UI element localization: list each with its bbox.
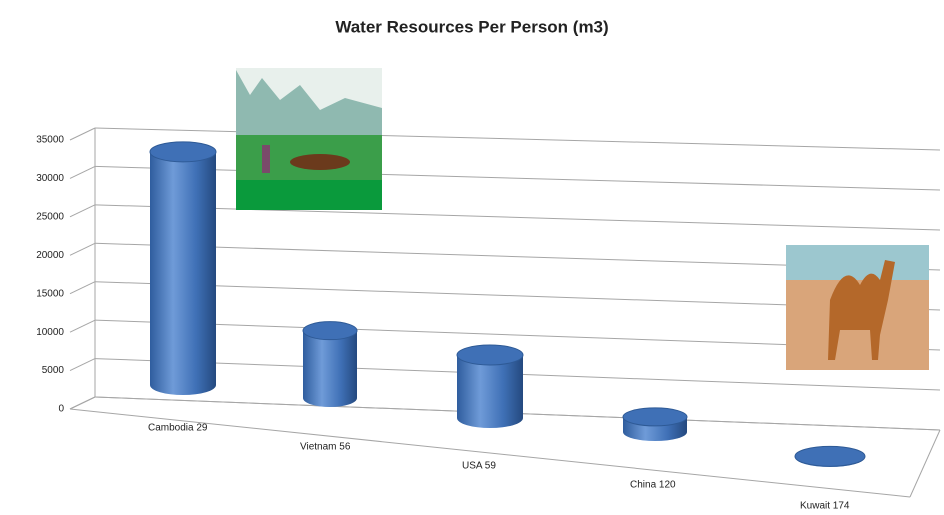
tick-mark (69, 204, 96, 218)
grid-line (94, 204, 941, 231)
x-tick-label: Vietnam 56 (300, 442, 351, 453)
cylinder-top (794, 445, 866, 467)
x-tick-label: Kuwait 174 (800, 501, 850, 512)
cylinder-top (622, 407, 688, 427)
y-tick-label: 15000 (36, 288, 64, 299)
chart-title: Water Resources Per Person (m3) (335, 17, 608, 36)
x-tick-label: China 120 (630, 480, 676, 491)
cylinder (150, 151, 216, 395)
cylinder (303, 330, 357, 407)
tick-mark (69, 319, 96, 333)
y-tick-label: 5000 (42, 365, 65, 376)
tick-mark (69, 396, 96, 410)
cylinder-top (149, 141, 217, 163)
x-tick-label: Cambodia 29 (148, 423, 208, 434)
farmer-picture (236, 68, 382, 210)
camel-picture (786, 245, 929, 370)
tick-mark (69, 358, 96, 372)
cylinder-top (302, 321, 358, 341)
y-tick-label: 25000 (36, 211, 64, 222)
tick-mark (69, 165, 96, 179)
cylinder-top (456, 344, 524, 366)
y-tick-label: 10000 (36, 327, 64, 338)
y-tick-label: 35000 (36, 135, 64, 146)
x-tick-label: USA 59 (462, 461, 496, 472)
y-tick-label: 0 (58, 404, 64, 415)
tick-mark (69, 127, 96, 141)
tick-mark (69, 242, 96, 256)
grid-line (94, 165, 941, 191)
tick-mark (69, 281, 96, 295)
cylinder (457, 355, 523, 428)
y-tick-label: 30000 (36, 173, 64, 184)
grid-line (94, 127, 941, 151)
y-tick-label: 20000 (36, 250, 64, 261)
